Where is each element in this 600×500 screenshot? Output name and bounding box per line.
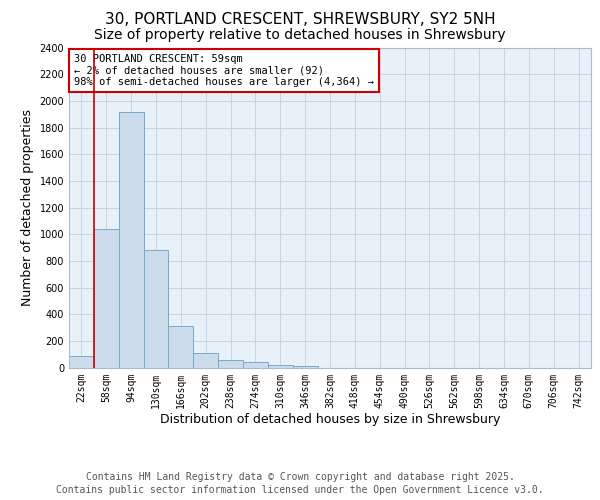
Bar bbox=[119, 112, 143, 368]
Bar bbox=[293, 366, 317, 368]
Bar bbox=[169, 326, 193, 368]
Text: 30, PORTLAND CRESCENT, SHREWSBURY, SY2 5NH: 30, PORTLAND CRESCENT, SHREWSBURY, SY2 5… bbox=[104, 12, 496, 28]
Bar bbox=[218, 360, 243, 368]
Text: Contains HM Land Registry data © Crown copyright and database right 2025.
Contai: Contains HM Land Registry data © Crown c… bbox=[56, 472, 544, 495]
Bar bbox=[268, 365, 293, 368]
Text: Size of property relative to detached houses in Shrewsbury: Size of property relative to detached ho… bbox=[94, 28, 506, 42]
Bar bbox=[94, 229, 119, 368]
Y-axis label: Number of detached properties: Number of detached properties bbox=[21, 109, 34, 306]
X-axis label: Distribution of detached houses by size in Shrewsbury: Distribution of detached houses by size … bbox=[160, 413, 500, 426]
Bar bbox=[69, 356, 94, 368]
Bar bbox=[193, 353, 218, 368]
Bar bbox=[143, 250, 169, 368]
Text: 30 PORTLAND CRESCENT: 59sqm
← 2% of detached houses are smaller (92)
98% of semi: 30 PORTLAND CRESCENT: 59sqm ← 2% of deta… bbox=[74, 54, 374, 87]
Bar bbox=[243, 362, 268, 368]
